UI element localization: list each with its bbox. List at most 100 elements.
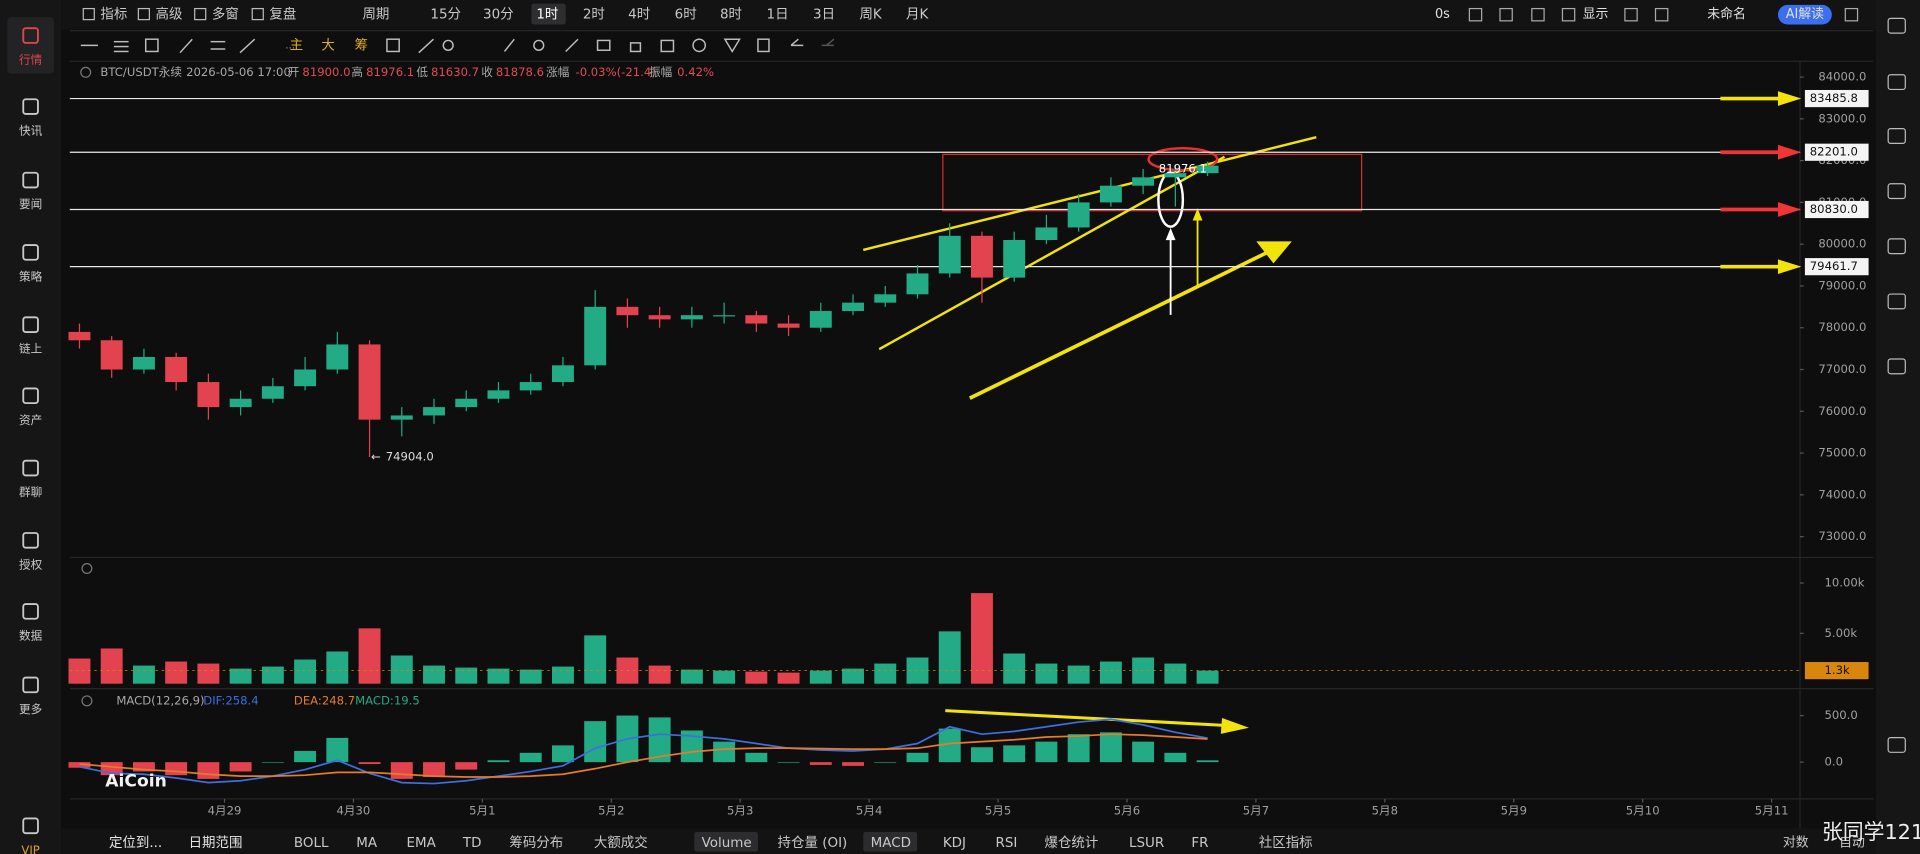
- drawing-tools[interactable]: [80, 38, 835, 54]
- bottom-button[interactable]: RSI: [996, 835, 1018, 851]
- bottom-button[interactable]: TD: [462, 835, 482, 851]
- candle-body: [938, 235, 961, 274]
- bottom-button[interactable]: BOLL: [294, 835, 329, 851]
- bottom-button[interactable]: LSUR: [1129, 835, 1164, 851]
- candle-body: [777, 323, 800, 328]
- toolbar-button[interactable]: 复盘: [269, 6, 296, 23]
- active-tab-bg: [7, 17, 54, 74]
- macd-bar: [294, 750, 317, 763]
- macd-bar: [487, 760, 510, 763]
- bottom-button[interactable]: Volume: [702, 835, 752, 851]
- right-icon[interactable]: [1887, 128, 1906, 144]
- sidebar-label[interactable]: 授权: [19, 557, 43, 571]
- x-tick-label: 5月5: [985, 804, 1011, 818]
- toolbar-button[interactable]: 周K: [859, 7, 882, 23]
- toolbar-button[interactable]: 周期: [362, 7, 389, 23]
- toolbar-right-button[interactable]: 显示: [1583, 7, 1609, 22]
- indicator-toggle[interactable]: 大: [321, 37, 334, 53]
- toolbar-right-button[interactable]: 0s: [1435, 7, 1450, 22]
- bottom-right-button[interactable]: 自动: [1839, 835, 1865, 850]
- y-tick-label: 76000.0: [1818, 404, 1866, 418]
- toolbar-button[interactable]: 指标: [100, 7, 127, 23]
- candle-body: [906, 273, 929, 295]
- toolbar-button[interactable]: 4时: [628, 7, 650, 23]
- right-icon[interactable]: [1887, 358, 1906, 375]
- right-icon[interactable]: [1887, 17, 1906, 34]
- toolbar-button[interactable]: 30分: [483, 7, 514, 23]
- toolbar-button[interactable]: 6时: [675, 7, 697, 23]
- right-icon[interactable]: [1887, 736, 1906, 753]
- candle-body: [1067, 202, 1090, 228]
- toolbar-right-button[interactable]: 未命名: [1707, 6, 1746, 22]
- sidebar-label[interactable]: 资产: [19, 413, 42, 427]
- toolbar-icon[interactable]: [1468, 7, 1483, 22]
- right-icon[interactable]: [1887, 293, 1906, 310]
- toolbar-icon[interactable]: [1499, 7, 1513, 22]
- sidebar-label[interactable]: 快讯: [19, 124, 43, 138]
- toolbar-right-button[interactable]: AI解读: [1786, 7, 1824, 22]
- sidebar-label[interactable]: 数据: [19, 628, 43, 642]
- bottom-button[interactable]: FR: [1191, 835, 1208, 851]
- sidebar-label[interactable]: 群聊: [19, 485, 42, 499]
- macd-bar: [1164, 752, 1187, 763]
- toolbar-icon[interactable]: [1844, 7, 1859, 22]
- time: 2026-05-06 17:00: [186, 65, 291, 79]
- eye-icon[interactable]: [81, 563, 93, 575]
- bottom-button[interactable]: 日期范围: [189, 835, 243, 851]
- bottom-button[interactable]: 筹码分布: [509, 834, 563, 851]
- sidebar-label[interactable]: 要闻: [19, 197, 42, 211]
- macd-bar: [551, 745, 574, 763]
- current-volume-label: 1.3k: [1824, 663, 1849, 677]
- right-icon[interactable]: [1887, 74, 1906, 91]
- trend-line: [862, 136, 1317, 252]
- bottom-button[interactable]: 社区指标: [1259, 835, 1313, 851]
- sidebar-icon: [22, 459, 39, 477]
- bottom-button[interactable]: 持仓量 (OI): [778, 835, 848, 851]
- right-icon[interactable]: [1887, 238, 1906, 255]
- toolbar-button[interactable]: 15分: [430, 7, 461, 23]
- candle-body: [1035, 227, 1058, 241]
- sidebar-label[interactable]: 行情: [19, 53, 43, 67]
- eye-icon[interactable]: [81, 695, 93, 707]
- bottom-button[interactable]: KDJ: [943, 835, 966, 851]
- toolbar-button[interactable]: 1时: [536, 7, 558, 23]
- bottom-button[interactable]: MA: [356, 835, 378, 851]
- volume-tick-label: 10.00k: [1824, 576, 1864, 590]
- macd-bar: [358, 762, 381, 764]
- more-icon: …: [285, 40, 295, 51]
- toolbar-button[interactable]: 多窗: [212, 6, 239, 23]
- toolbar-button[interactable]: 月K: [906, 7, 929, 23]
- bottom-button[interactable]: 大额成交: [594, 834, 648, 851]
- indicator-toggle[interactable]: 筹: [354, 36, 367, 53]
- toolbar-button[interactable]: 高级: [156, 6, 183, 23]
- indicator-toggle[interactable]: 主: [290, 37, 303, 53]
- bottom-button[interactable]: 定位到...: [109, 835, 162, 851]
- toolbar-icon[interactable]: [1654, 7, 1669, 22]
- sidebar-label[interactable]: 更多: [19, 702, 42, 716]
- toolbar-button[interactable]: 8时: [720, 7, 742, 23]
- trend-line: [878, 155, 1226, 351]
- toolbar-button[interactable]: 3日: [813, 7, 835, 23]
- toolbar-icon[interactable]: [1561, 7, 1576, 22]
- active-indicator-bg: [694, 831, 758, 852]
- sidebar-label[interactable]: 策略: [19, 269, 43, 283]
- sidebar-label[interactable]: 链上: [19, 342, 43, 356]
- toolbar-button[interactable]: 2时: [583, 7, 605, 23]
- eye-icon[interactable]: [80, 66, 92, 78]
- sidebar-icon: [22, 817, 39, 835]
- bottom-button[interactable]: MACD: [871, 835, 911, 851]
- sidebar-label[interactable]: VIP: [21, 843, 39, 854]
- bottom-button[interactable]: EMA: [407, 835, 437, 851]
- toolbar-icon[interactable]: [1531, 7, 1545, 22]
- macd-bar: [680, 730, 703, 763]
- toolbar-button[interactable]: 1日: [767, 7, 789, 23]
- top-toolbar: [61, 0, 1876, 30]
- bottom-right-button[interactable]: 对数: [1783, 835, 1809, 850]
- bottom-button[interactable]: 爆仓统计: [1044, 835, 1098, 851]
- info-label: 高: [351, 65, 363, 79]
- toolbar-icon[interactable]: [1624, 7, 1638, 22]
- candle-body: [197, 382, 220, 408]
- macd-bar: [455, 762, 478, 770]
- right-icon[interactable]: [1887, 183, 1906, 200]
